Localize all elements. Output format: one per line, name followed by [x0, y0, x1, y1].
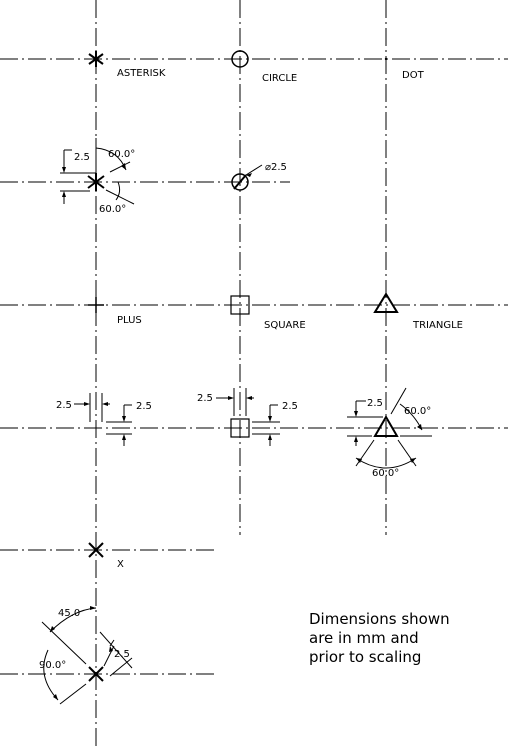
- circle-symbol: [231, 50, 249, 68]
- triangle-angle-dimension-bottom: [355, 439, 417, 469]
- triangle-angle-right-value: 60.0°: [404, 406, 431, 417]
- asterisk-symbol: [88, 51, 104, 67]
- asterisk-size-dimension: [60, 149, 96, 204]
- square-size-dimension-left: [216, 388, 254, 416]
- triangle-dim-symbol: [373, 415, 399, 437]
- plus-size-dimension-left: [74, 393, 110, 422]
- x-symbol: [88, 542, 104, 558]
- triangle-label: TRIANGLE: [412, 320, 463, 331]
- x-angle-top-value: 45.0: [58, 608, 80, 619]
- note-line-2: are in mm and: [309, 629, 419, 647]
- x-angle-dimension-top: [41, 606, 97, 665]
- square-size-left-value: 2.5: [197, 393, 213, 404]
- plus-size-left-value: 2.5: [56, 400, 72, 411]
- asterisk-angle-dimension-bottom: [105, 181, 135, 205]
- x-label: X: [117, 559, 124, 570]
- asterisk-angle-bottom-value: 60.0°: [99, 204, 126, 215]
- plus-size-right-value: 2.5: [136, 401, 152, 412]
- plus-label: PLUS: [117, 315, 142, 326]
- x-angle-dimension-left: [43, 649, 87, 705]
- x-size-dimension: [99, 631, 133, 677]
- triangle-symbol: [373, 292, 399, 313]
- asterisk-size-value: 2.5: [74, 152, 90, 163]
- note-line-1: Dimensions shown: [309, 610, 450, 628]
- note-line-3: prior to scaling: [309, 648, 421, 666]
- asterisk-angle-dimension-top: [95, 138, 131, 173]
- triangle-size-dimension: [347, 400, 383, 446]
- circle-diameter-value: ⌀2.5: [265, 162, 287, 173]
- dot-label: DOT: [402, 70, 425, 81]
- circle-label: CIRCLE: [262, 73, 297, 84]
- dot-symbol: [384, 57, 388, 61]
- asterisk-angle-top-value: 60.0°: [108, 149, 135, 160]
- triangle-angle-bottom-value: 60.0°: [372, 468, 399, 479]
- circle-diameter-symbol: [231, 164, 263, 191]
- square-dim-symbol: [230, 418, 250, 438]
- plus-dim-symbol: [90, 422, 102, 434]
- x-dim-symbol: [88, 666, 104, 682]
- triangle-angle-dimension-right: [390, 387, 432, 437]
- square-size-right-value: 2.5: [282, 401, 298, 412]
- asterisk-label: ASTERISK: [117, 68, 166, 79]
- x-size-value: 2.5: [114, 649, 130, 660]
- square-symbol: [230, 295, 250, 315]
- plus-symbol: [88, 297, 104, 313]
- asterisk-dim-symbol: [87, 173, 105, 191]
- x-angle-left-value: 90.0°: [39, 660, 66, 671]
- triangle-size-value: 2.5: [367, 398, 383, 409]
- square-label: SQUARE: [264, 320, 306, 331]
- square-size-dimension-right: [252, 404, 280, 446]
- plus-size-dimension-right: [106, 404, 132, 446]
